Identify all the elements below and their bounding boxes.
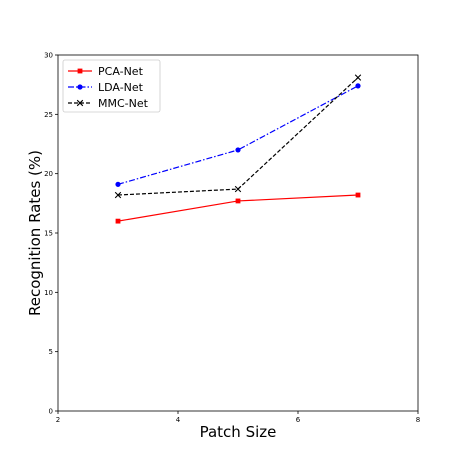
data-point: [115, 218, 121, 224]
x-tick-label: 2: [56, 416, 60, 424]
legend-marker: [77, 68, 83, 74]
legend-marker: [77, 84, 83, 90]
y-tick-label: 5: [49, 348, 53, 356]
series-line: [117, 85, 359, 185]
data-point: [235, 198, 241, 204]
x-axis: 2 4 6 8: [56, 411, 420, 424]
y-tick-label: 30: [44, 52, 53, 60]
data-point: [234, 185, 242, 193]
y-tick-label: 15: [44, 230, 53, 238]
legend-label: LDA-Net: [98, 81, 144, 94]
legend-label: MMC-Net: [98, 97, 149, 110]
y-tick-label: 25: [44, 111, 53, 119]
legend-frame: [62, 59, 161, 113]
x-tick-label: 8: [416, 416, 420, 424]
y-tick-label: 0: [49, 408, 53, 416]
legend-marker: [76, 99, 84, 107]
data-point: [235, 147, 241, 153]
x-tick-label: 6: [296, 416, 301, 424]
x-tick-label: 4: [176, 416, 181, 424]
y-axis: 0 5 10 15 20 25 30: [44, 52, 58, 416]
y-tick-label: 20: [44, 170, 53, 178]
y-axis-label: Recognition Rates (%): [26, 150, 44, 316]
legend: PCA-Net LDA-Net MMC-Net: [62, 59, 161, 113]
data-point: [114, 191, 122, 199]
legend-label: PCA-Net: [98, 65, 144, 78]
data-point: [115, 181, 121, 187]
data-point: [354, 74, 362, 81]
series-mmc-net: [114, 74, 362, 199]
data-point: [355, 83, 361, 89]
data-point: [355, 192, 361, 198]
series-layer: [114, 74, 362, 224]
series-pca-net: [115, 192, 361, 224]
x-axis-label: Patch Size: [200, 423, 277, 441]
y-tick-label: 10: [44, 289, 53, 297]
plot-area: [57, 54, 419, 412]
series-lda-net: [115, 83, 361, 187]
